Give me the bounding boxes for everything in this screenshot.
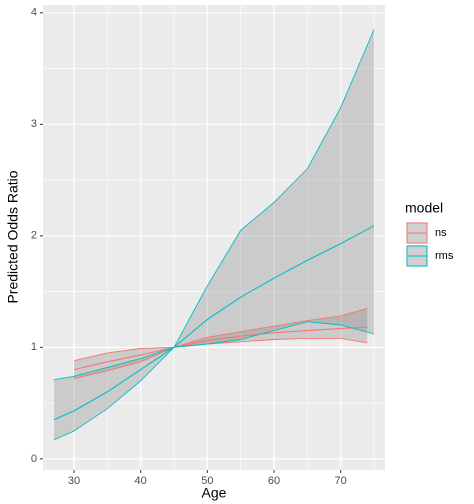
ribbon-edge [73, 337, 368, 380]
x-tick-label: 50 [201, 475, 213, 487]
x-tick-label: 60 [268, 475, 280, 487]
x-axis-title: Age [202, 485, 227, 501]
y-tick-label: 3 [31, 118, 37, 130]
legend-label: rms [435, 250, 454, 262]
line [53, 225, 375, 421]
confidence-ribbon [54, 29, 374, 440]
y-tick-label: 2 [31, 230, 37, 242]
y-tick-label: 0 [31, 453, 37, 465]
x-tick-label: 30 [68, 475, 80, 487]
legend-label: ns [435, 227, 447, 239]
confidence-ribbon [74, 308, 368, 379]
ribbon-edge [73, 307, 368, 362]
y-axis-title: Predicted Odds Ratio [5, 170, 21, 303]
ribbon-edge [53, 29, 375, 381]
y-tick-label: 4 [31, 7, 37, 19]
ribbon-edge [53, 321, 375, 441]
y-tick-label: 1 [31, 341, 37, 353]
line [73, 326, 368, 371]
panel [43, 5, 385, 470]
x-tick-label: 40 [135, 475, 147, 487]
x-tick-label: 70 [335, 475, 347, 487]
legend-title: model [405, 200, 443, 216]
